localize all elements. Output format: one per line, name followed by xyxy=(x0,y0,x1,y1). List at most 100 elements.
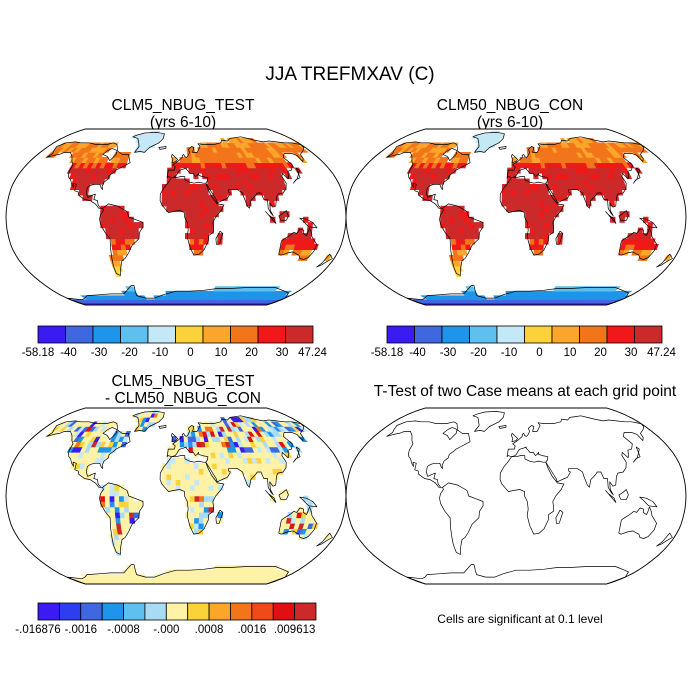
grid-cell xyxy=(454,233,461,240)
grid-cell xyxy=(203,490,210,497)
coastline-southAmerica xyxy=(439,203,484,276)
coastline-australia xyxy=(278,506,317,539)
grid-cell xyxy=(208,211,215,218)
grid-cell xyxy=(523,162,530,169)
grid-cell xyxy=(194,495,200,502)
grid-cell xyxy=(501,200,507,207)
grid-cell xyxy=(184,194,191,201)
coastlines xyxy=(46,411,333,585)
grid-cell xyxy=(539,211,545,218)
coastline-australia xyxy=(618,227,657,260)
grid-cell xyxy=(128,501,135,508)
grid-cell xyxy=(189,194,196,201)
coastline-greenland xyxy=(132,411,165,432)
panel-4-title: T-Test of two Case means at each grid po… xyxy=(355,383,695,400)
grid-cell xyxy=(538,238,545,245)
grid-cell xyxy=(198,189,205,196)
grid-cell xyxy=(199,495,205,502)
coastline-africa xyxy=(499,176,565,256)
grid-cell xyxy=(189,462,195,470)
grid-cell xyxy=(123,216,130,223)
grid-cell xyxy=(121,249,128,256)
grid-cell xyxy=(199,484,205,491)
grid-cell xyxy=(511,194,517,201)
grid-cell xyxy=(203,468,209,475)
grid-cell xyxy=(109,490,116,497)
grid-cell xyxy=(123,222,130,229)
grid-cell xyxy=(198,473,205,480)
grid-cell xyxy=(193,243,200,251)
colorbar-tick-label: -.000 xyxy=(153,624,179,636)
grid-cell xyxy=(194,227,200,234)
grid-cell xyxy=(449,205,456,212)
grid-cell xyxy=(170,200,177,207)
grid-cell xyxy=(114,211,120,218)
grid-cell xyxy=(221,468,228,475)
grid-cell xyxy=(511,178,517,185)
grid-cell xyxy=(193,462,200,470)
coastline-madagascar xyxy=(555,509,564,524)
grid-cell xyxy=(124,512,130,519)
colorbar-tick-label: -10 xyxy=(152,347,169,359)
grid-cell xyxy=(133,512,140,519)
grid-cell xyxy=(203,501,210,508)
colorbar-swatch xyxy=(230,325,259,344)
grid-cell xyxy=(538,233,545,240)
map-panel-3 xyxy=(5,407,347,585)
coastline-borneo xyxy=(618,210,629,221)
grid-cell xyxy=(203,205,210,212)
grid-cell xyxy=(463,216,470,223)
grid-cell xyxy=(161,189,168,196)
grid-cell xyxy=(193,183,200,191)
grid-cell xyxy=(185,205,191,212)
colorbar-swatch xyxy=(606,325,635,344)
grid-cell xyxy=(109,501,116,508)
grid-cell xyxy=(105,227,111,234)
grid-cell xyxy=(170,205,177,212)
grid-cell xyxy=(172,574,177,579)
grid-cell xyxy=(198,238,205,245)
grid-cell xyxy=(308,238,316,245)
grid-cell xyxy=(189,216,196,223)
map-panel-2 xyxy=(345,128,687,306)
grid-cell xyxy=(543,200,550,207)
grid-cell xyxy=(643,216,649,223)
grid-cell xyxy=(123,506,130,513)
grid-cell xyxy=(194,517,200,524)
grid-cell xyxy=(548,205,555,212)
coastline-sumatra xyxy=(605,211,617,224)
colorbar-panel-1: -58.18 -40 -30 -20 -10 0 10 20 30 47.24 xyxy=(22,325,327,359)
colorbar-tick-label: -30 xyxy=(440,347,457,359)
grid-cell xyxy=(270,286,281,292)
grid-cell xyxy=(468,233,475,240)
colorbar-tick-label: 30 xyxy=(625,347,638,359)
grid-cell xyxy=(123,227,130,234)
grid-cell xyxy=(538,243,544,251)
coastlines xyxy=(46,132,333,306)
grid-cell xyxy=(171,178,177,185)
grid-cell xyxy=(208,200,214,207)
grid-cell xyxy=(119,501,125,508)
grid-cell xyxy=(86,473,93,480)
grid-cell xyxy=(180,178,186,185)
map-border xyxy=(5,407,347,585)
grid-cell xyxy=(552,189,559,196)
grid-cell xyxy=(538,194,545,201)
grid-cell xyxy=(473,227,479,234)
grid-cell xyxy=(610,286,621,292)
grid-cell xyxy=(98,457,106,464)
grid-cell xyxy=(501,189,508,196)
grid-cell xyxy=(506,183,512,191)
grid-cell xyxy=(119,227,125,234)
grid-cell xyxy=(189,490,196,497)
grid-cell xyxy=(115,238,122,245)
grid-cell xyxy=(175,200,182,207)
grid-cell xyxy=(166,479,172,486)
colorbar-tick-label: 10 xyxy=(564,347,577,359)
grid-cell xyxy=(175,162,181,169)
grid-cell xyxy=(184,473,191,480)
grid-cell xyxy=(515,178,521,185)
grid-cell xyxy=(189,183,195,191)
grid-cell xyxy=(189,222,196,229)
grid-cell xyxy=(172,578,177,583)
